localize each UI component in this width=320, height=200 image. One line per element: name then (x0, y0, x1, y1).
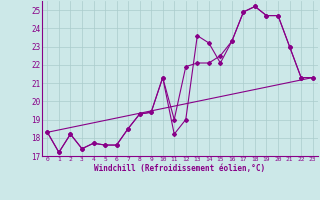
X-axis label: Windchill (Refroidissement éolien,°C): Windchill (Refroidissement éolien,°C) (94, 164, 266, 173)
